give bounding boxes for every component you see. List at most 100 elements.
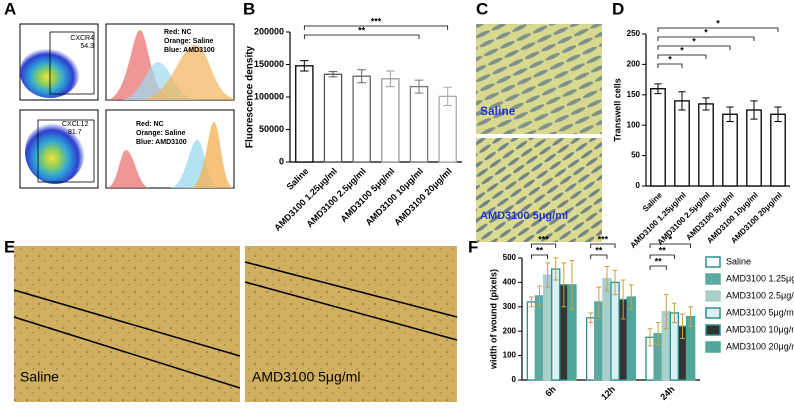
y-axis-label: width of wound (pixels) bbox=[488, 269, 498, 370]
bar bbox=[698, 103, 714, 187]
error-bar bbox=[537, 285, 542, 307]
significance-label: ** bbox=[595, 245, 603, 255]
error-bar bbox=[386, 70, 395, 88]
significance-label: * bbox=[680, 45, 684, 55]
hist-saline bbox=[190, 122, 234, 188]
bar bbox=[534, 295, 545, 381]
error-bar bbox=[328, 71, 338, 78]
image-caption: Saline bbox=[20, 369, 59, 385]
error-bar bbox=[443, 86, 452, 106]
x-tick-label: 24h bbox=[658, 384, 676, 402]
significance-bracket bbox=[649, 243, 692, 248]
bar bbox=[722, 113, 738, 187]
error-bar bbox=[588, 312, 594, 324]
legend-label: AMD3100 1.25μg/ml bbox=[726, 273, 794, 283]
legend-swatch bbox=[705, 290, 721, 302]
error-bar bbox=[414, 79, 424, 94]
y-axis-label: Fluorescence density bbox=[245, 45, 256, 148]
legend-label: AMD3100 5μg/ml bbox=[726, 307, 794, 317]
gate-percent: 54.3 bbox=[80, 43, 94, 50]
significance-label: *** bbox=[538, 234, 549, 244]
legend-swatch bbox=[705, 341, 721, 353]
bar bbox=[542, 274, 553, 381]
wound-edge bbox=[13, 289, 241, 357]
y-tick-label: 50000 bbox=[259, 124, 284, 134]
panel-label: B bbox=[243, 0, 255, 18]
legend-text: Orange: Saline bbox=[164, 38, 214, 45]
significance-label: ** bbox=[536, 245, 544, 255]
significance-bracket bbox=[649, 265, 667, 270]
error-bar bbox=[688, 306, 694, 327]
hist-nc bbox=[106, 30, 175, 100]
significance-label: * bbox=[704, 27, 708, 37]
error-bar bbox=[774, 106, 782, 123]
bar bbox=[438, 95, 457, 163]
significance-bracket bbox=[530, 254, 549, 259]
significance-bracket bbox=[657, 27, 779, 32]
error-bar bbox=[561, 262, 567, 308]
error-bar bbox=[612, 269, 618, 296]
panel-label: E bbox=[4, 237, 15, 256]
error-bar bbox=[300, 60, 309, 72]
error-bar bbox=[750, 100, 758, 120]
wound-image: Saline bbox=[13, 246, 241, 402]
error-bar bbox=[620, 279, 626, 320]
bar bbox=[323, 73, 343, 163]
error-bar bbox=[663, 294, 669, 330]
significance-label: *** bbox=[371, 16, 382, 26]
error-bar bbox=[628, 284, 634, 310]
significance-bracket bbox=[590, 254, 608, 259]
gate bbox=[49, 31, 95, 95]
legend-swatch bbox=[705, 324, 721, 336]
y-tick-label: 0 bbox=[279, 156, 284, 166]
wound-edge bbox=[13, 316, 241, 389]
image-caption: AMD3100 5μg/ml bbox=[480, 210, 568, 222]
panel-label: A bbox=[4, 0, 16, 18]
x-tick-label: 12h bbox=[599, 384, 617, 402]
significance-bracket bbox=[303, 25, 449, 30]
bar bbox=[295, 65, 314, 163]
legend-label: Saline bbox=[726, 256, 751, 266]
gate-marker: CXCR4 bbox=[70, 35, 94, 42]
wound-image: AMD3100 5μg/ml bbox=[244, 246, 458, 402]
y-tick-label: 100000 bbox=[254, 91, 284, 101]
error-bar bbox=[553, 257, 559, 281]
significance-label: * bbox=[669, 234, 673, 244]
error-bar bbox=[604, 266, 610, 292]
y-tick-label: 100 bbox=[627, 120, 641, 129]
bar bbox=[381, 78, 400, 163]
error-bar bbox=[702, 97, 710, 111]
x-tick-label: AMD3100 20μg/ml bbox=[392, 166, 454, 228]
error-bar bbox=[671, 302, 677, 324]
legend-text: Red: NC bbox=[164, 29, 192, 36]
legend-label: AMD3100 20μg/ml bbox=[726, 341, 794, 351]
micrograph bbox=[476, 138, 602, 242]
legend-swatch bbox=[705, 256, 721, 268]
micrograph bbox=[245, 246, 457, 402]
error-bar bbox=[654, 83, 662, 95]
error-bar bbox=[528, 296, 534, 308]
x-tick-label: Saline bbox=[285, 166, 311, 192]
significance-bracket bbox=[657, 63, 683, 68]
y-tick-label: 150 bbox=[627, 90, 641, 99]
error-bar bbox=[545, 262, 551, 288]
significance-label: * bbox=[668, 54, 672, 64]
significance-bracket bbox=[657, 36, 755, 41]
significance-label: ** bbox=[655, 256, 663, 266]
panel-label: D bbox=[612, 0, 624, 18]
gate-marker: CXCL12 bbox=[62, 121, 89, 128]
significance-bracket bbox=[649, 254, 675, 259]
significance-bracket bbox=[530, 243, 557, 248]
y-tick-label: 250 bbox=[627, 29, 641, 38]
y-tick-label: 300 bbox=[503, 302, 517, 311]
error-bar bbox=[680, 313, 685, 340]
significance-label: *** bbox=[598, 234, 609, 244]
gate-percent: 81.7 bbox=[68, 129, 82, 136]
legend-text: Blue: AMD3100 bbox=[136, 139, 187, 146]
hist-nc bbox=[106, 150, 150, 188]
significance-bracket bbox=[303, 34, 420, 39]
significance-label: * bbox=[716, 18, 720, 28]
legend-text: Blue: AMD3100 bbox=[164, 47, 215, 54]
legend-swatch bbox=[705, 273, 721, 285]
